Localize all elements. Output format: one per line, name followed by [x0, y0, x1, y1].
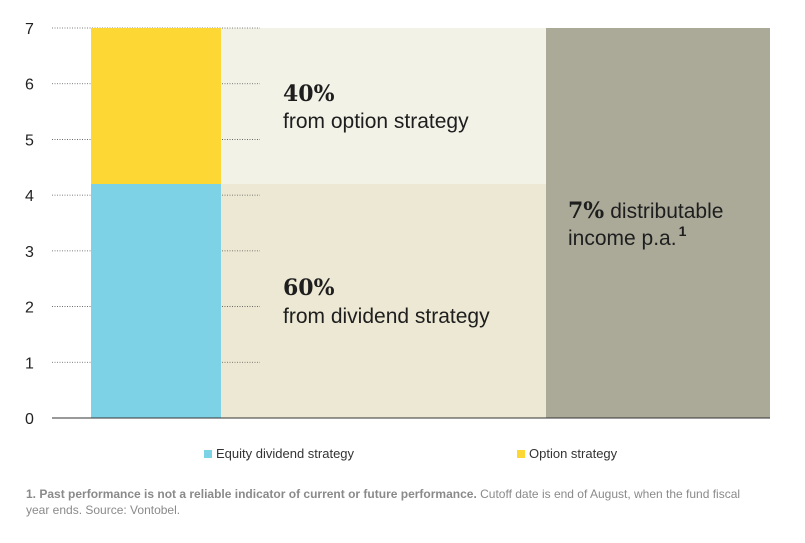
total-income-text-2: income p.a.: [568, 227, 677, 250]
y-tick-label-2: 2: [25, 300, 34, 317]
legend-item-option: Option strategy: [517, 446, 617, 461]
y-tick-label-0: 0: [25, 411, 34, 428]
option-strategy-bar-segment: [91, 28, 221, 184]
y-tick-label-7: 7: [25, 21, 34, 38]
legend-swatch-option: [517, 449, 525, 458]
footnote-marker: 1: [679, 223, 687, 239]
y-tick-label-6: 6: [25, 77, 34, 94]
y-tick-labels: 0 1 2 3 4 5 6 7: [25, 21, 34, 428]
dividend-percent-label: 60%: [283, 275, 335, 301]
y-tick-label-4: 4: [25, 188, 34, 205]
option-percent-label: 40%: [283, 81, 335, 107]
option-share-label: from option strategy: [283, 110, 469, 133]
total-income-text-1: distributable: [610, 200, 723, 223]
option-share-panel: [221, 28, 546, 184]
legend-item-equity: Equity dividend strategy: [204, 446, 354, 461]
footnote: 1. Past performance is not a reliable in…: [26, 486, 766, 518]
stacked-income-chart: 0 1 2 3 4 5 6 7 40% from option strategy 60% fr…: [25, 21, 770, 428]
total-income-bar: [546, 28, 770, 418]
y-gridlines: [52, 27, 260, 363]
legend-swatch-equity: [204, 449, 212, 458]
total-income-label-line-2: income p.a. 1: [568, 223, 687, 250]
equity-dividend-bar-segment: [91, 184, 221, 418]
total-income-label-line-1: 7% distributable: [568, 198, 723, 224]
y-tick-label-3: 3: [25, 244, 34, 261]
dividend-share-label: from dividend strategy: [283, 305, 490, 328]
total-percent-label: 7%: [568, 198, 604, 224]
dividend-share-panel: [221, 184, 546, 418]
y-tick-label-1: 1: [25, 355, 34, 372]
footnote-text: Cutoff date is end of August, when the f…: [26, 487, 741, 517]
y-tick-label-5: 5: [25, 132, 34, 149]
legend-label-option: Option strategy: [529, 446, 618, 461]
footnote-bold-text: 1. Past performance is not a reliable in…: [26, 487, 477, 501]
legend-label-equity: Equity dividend strategy: [216, 446, 355, 461]
